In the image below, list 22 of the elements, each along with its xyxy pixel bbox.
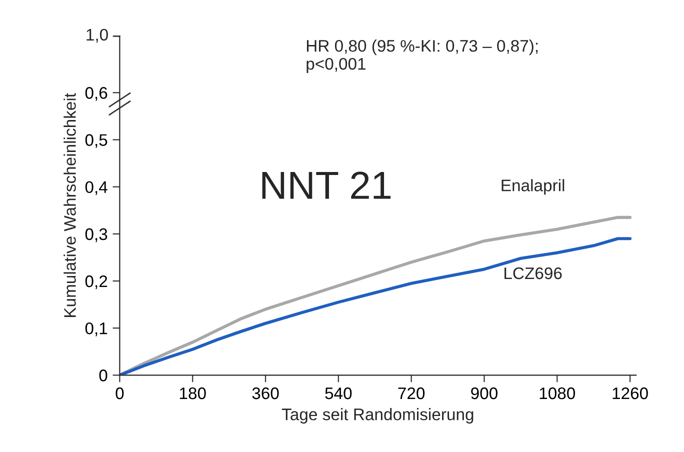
y-tick-label: 0,2 bbox=[85, 275, 108, 290]
y-tick-label: 0,6 bbox=[85, 87, 108, 101]
y-tick-label: 0,1 bbox=[85, 322, 108, 336]
x-tick-label: 180 bbox=[180, 387, 206, 400]
x-axis-title: Tage seit Randomisierung bbox=[282, 408, 474, 424]
x-tick-label: 360 bbox=[252, 387, 279, 400]
annotation: NNT 21 bbox=[262, 172, 391, 199]
x-tick-label: 1260 bbox=[612, 387, 648, 400]
x-tick-label: 1080 bbox=[540, 387, 576, 400]
text: 1,0 bbox=[86, 28, 108, 43]
annotation: HR 0,80 (95 %-KI: 0,73 – 0,87); p<0,001 bbox=[306, 40, 538, 74]
y-axis-title: Kumulative Wahrscheinlichkeit bbox=[64, 93, 76, 317]
series-label: Enalapril bbox=[502, 179, 564, 195]
y-tick-label: 0,5 bbox=[85, 134, 108, 148]
series-label: LCZ696 bbox=[504, 267, 562, 280]
y-tick-label: 0,4 bbox=[85, 181, 108, 195]
x-tick-label: 0 bbox=[116, 387, 124, 400]
y-tick-label: 0,3 bbox=[85, 228, 108, 242]
x-tick-label: 900 bbox=[471, 387, 498, 400]
x-tick-label: 540 bbox=[325, 387, 352, 400]
x-tick-label: 720 bbox=[398, 387, 425, 400]
y-tick-label: 0 bbox=[99, 370, 108, 382]
